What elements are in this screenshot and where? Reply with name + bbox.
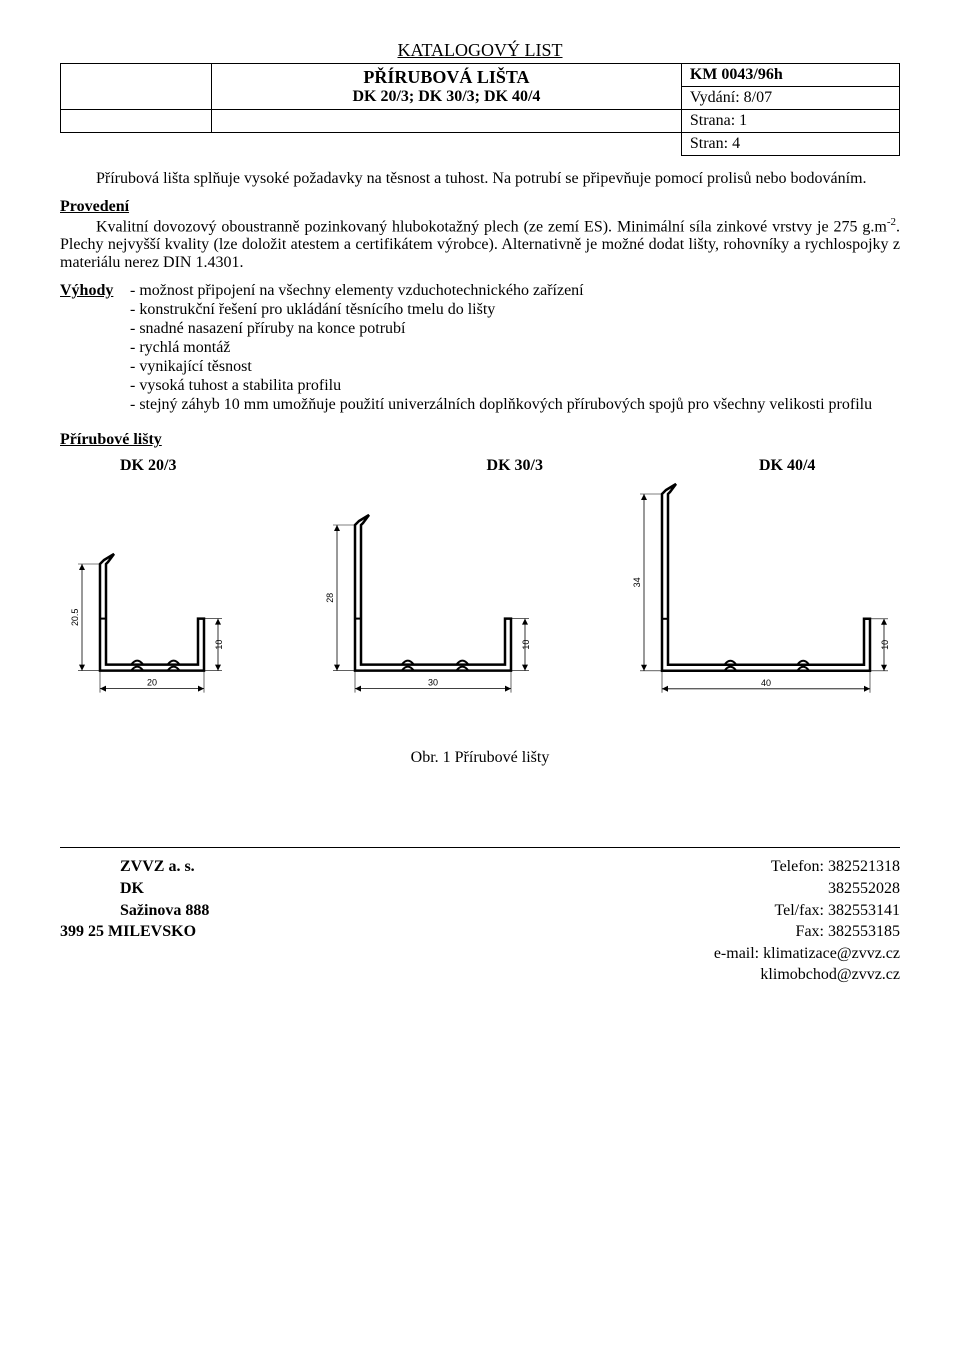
footer-fax: Fax: 382553185: [714, 921, 900, 943]
vyhody-heading: Výhody: [60, 282, 130, 300]
header-table: PŘÍRUBOVÁ LIŠTA DK 20/3; DK 30/3; DK 40/…: [60, 63, 900, 156]
product-code-line: DK 20/3; DK 30/3; DK 40/4: [220, 88, 673, 106]
km-code: KM 0043/96h: [681, 64, 899, 87]
profile-diagrams: 20 20.5 10 30: [60, 505, 900, 725]
footer-left: ZVVZ a. s. DK Sažinova 888 399 25 MILEVS…: [60, 856, 209, 986]
vyhody-item: - možnost připojení na všechny elementy …: [130, 282, 900, 300]
footer-email1: e-mail: klimatizace@zvvz.cz: [714, 943, 900, 965]
svg-text:10: 10: [521, 639, 531, 649]
vyhody-item: - konstrukční řešení pro ukládání těsníc…: [130, 301, 900, 319]
svg-text:20.5: 20.5: [70, 608, 80, 625]
page-total: Stran: 4: [681, 133, 899, 156]
product-title: PŘÍRUBOVÁ LIŠTA: [220, 67, 673, 88]
footer-company: ZVVZ a. s.: [120, 858, 195, 875]
issue: Vydání: 8/07: [681, 87, 899, 110]
vyhody-item: - snadné nasazení příruby na konce potru…: [130, 320, 900, 338]
vyhody-item: - stejný záhyb 10 mm umožňuje použití un…: [130, 396, 900, 414]
footer-phone: Telefon: 382521318: [714, 856, 900, 878]
vyhody-item: - vysoká tuhost a stabilita profilu: [130, 377, 900, 395]
svg-text:40: 40: [761, 677, 771, 687]
page-current: Strana: 1: [681, 110, 899, 133]
svg-text:20: 20: [147, 677, 157, 687]
svg-text:10: 10: [880, 639, 890, 649]
footer-dk: DK: [120, 880, 144, 897]
profile-diagram: 40 34 10: [622, 464, 900, 721]
footer-right: Telefon: 382521318 382552028 Tel/fax: 38…: [714, 856, 900, 986]
vyhody-list: - možnost připojení na všechny elementy …: [130, 282, 900, 415]
footer-street: Sažinova 888: [120, 902, 209, 919]
profile-label-1: DK 20/3: [60, 457, 355, 475]
catalog-title: KATALOGOVÝ LIST: [60, 40, 900, 61]
profile-diagram-wrap: 30 28 10: [315, 495, 541, 726]
footer-phone2: 382552028: [714, 878, 900, 900]
svg-text:28: 28: [325, 593, 335, 603]
svg-text:30: 30: [428, 677, 438, 687]
profile-diagram-wrap: 20 20.5 10: [60, 534, 234, 726]
footer-telfax: Tel/fax: 382553141: [714, 900, 900, 922]
intro-paragraph: Přírubová lišta splňuje vysoké požadavky…: [60, 170, 900, 188]
vyhody-item: - vynikající těsnost: [130, 358, 900, 376]
profiles-heading: Přírubové lišty: [60, 431, 900, 449]
provedeni-heading: Provedení: [60, 198, 129, 215]
profile-diagram-wrap: 40 34 10: [622, 464, 900, 726]
footer-row: ZVVZ a. s. DK Sažinova 888 399 25 MILEVS…: [60, 856, 900, 986]
provedeni-text: Kvalitní dovozový oboustranně pozinkovan…: [60, 216, 900, 272]
footer-email2: klimobchod@zvvz.cz: [714, 964, 900, 986]
svg-text:10: 10: [214, 639, 224, 649]
svg-text:34: 34: [632, 577, 642, 587]
provedeni-block: Provedení Kvalitní dovozový oboustranně …: [60, 198, 900, 272]
vyhody-item: - rychlá montáž: [130, 339, 900, 357]
vyhody-block: Výhody - možnost připojení na všechny el…: [60, 282, 900, 415]
footer-rule: [60, 847, 900, 848]
profile-diagram: 30 28 10: [315, 495, 541, 721]
figure-caption: Obr. 1 Přírubové lišty: [60, 749, 900, 767]
footer-zip: 399 25: [60, 923, 108, 940]
footer-city: MILEVSKO: [108, 923, 196, 940]
profile-diagram: 20 20.5 10: [60, 534, 234, 721]
